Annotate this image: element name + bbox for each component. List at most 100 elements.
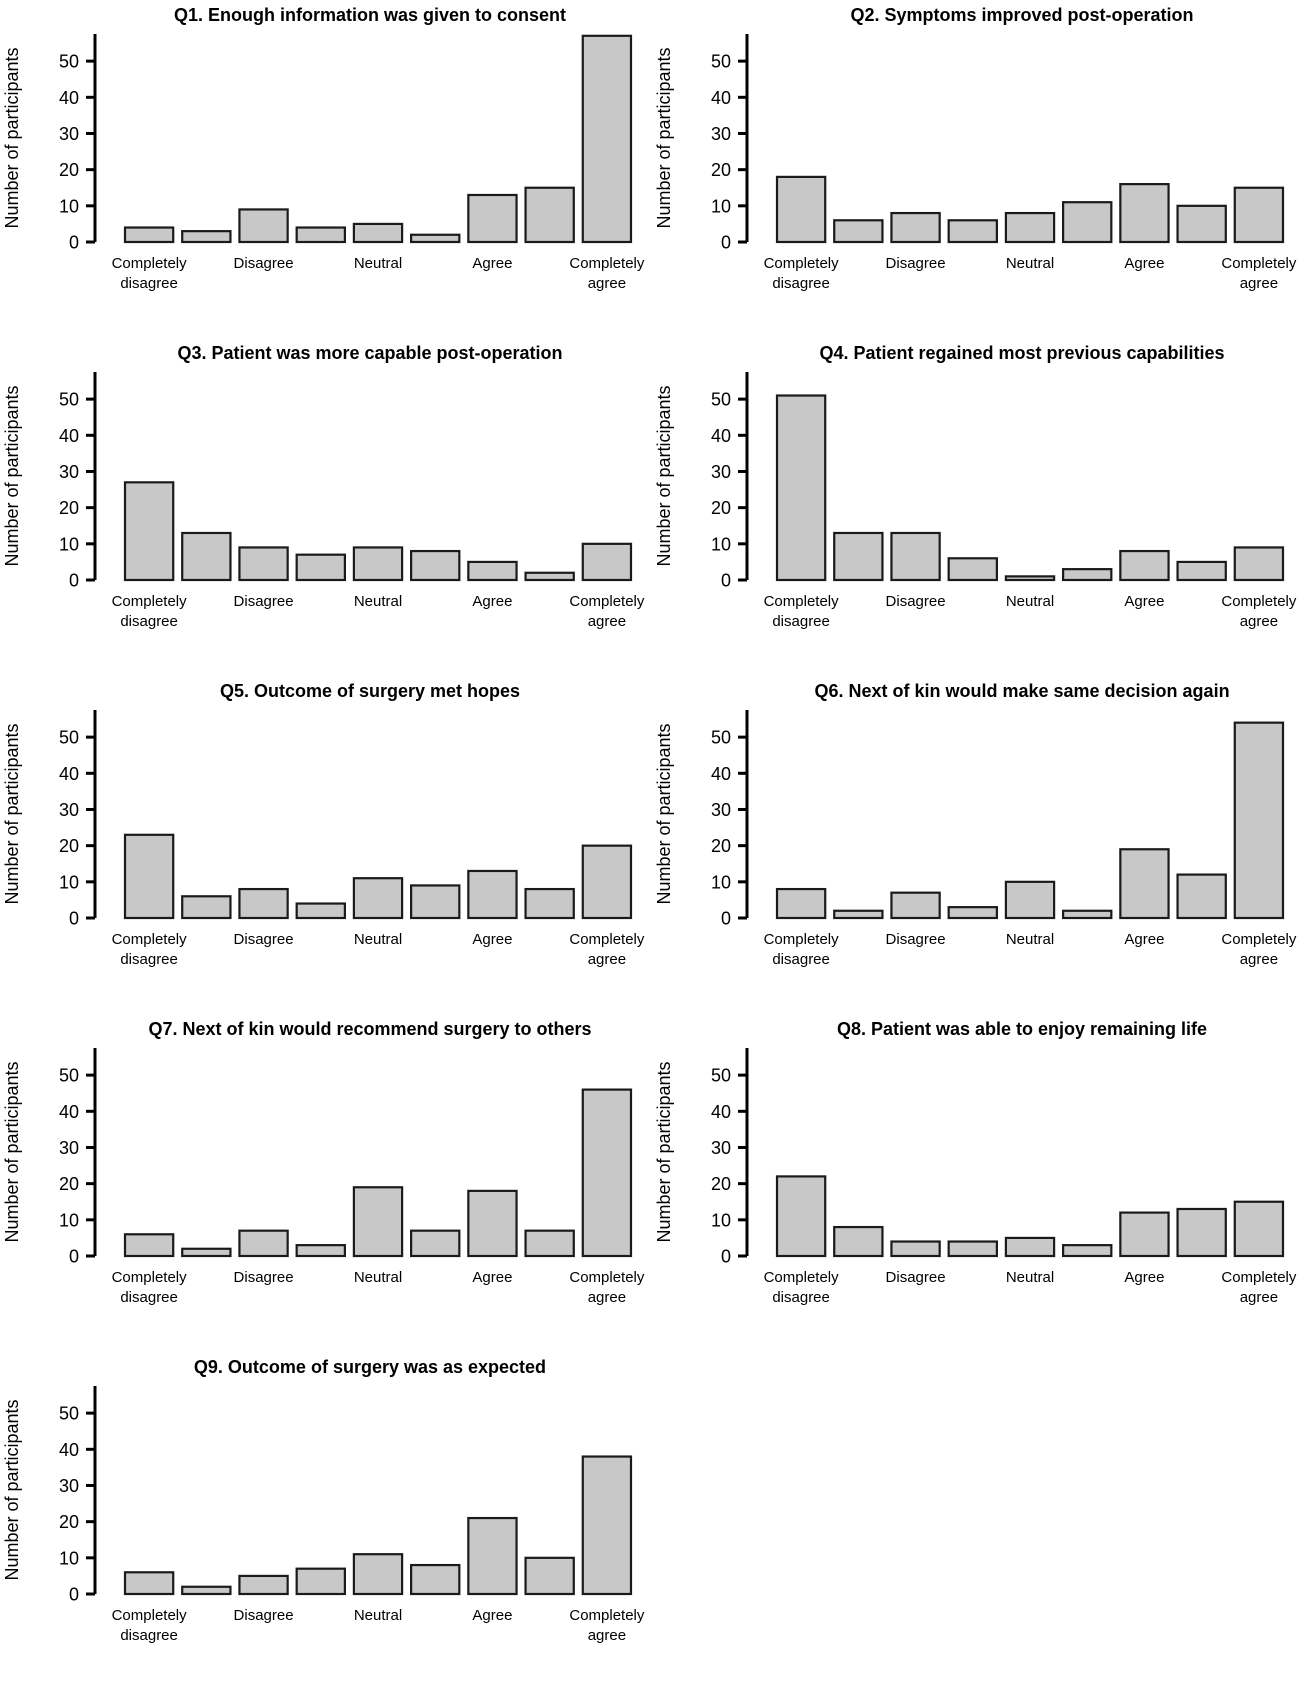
bar xyxy=(123,1233,175,1258)
y-tick-label: 0 xyxy=(69,233,79,253)
y-tick-label: 40 xyxy=(59,88,79,108)
y-tick-label: 0 xyxy=(69,909,79,929)
bar xyxy=(181,1247,232,1258)
bar xyxy=(833,219,884,244)
bar xyxy=(1119,1211,1170,1258)
y-tick-label: 30 xyxy=(59,124,79,144)
y-axis-label: Number of participants xyxy=(654,723,674,904)
bar xyxy=(775,175,827,244)
chart-title: Q3. Patient was more capable post-operat… xyxy=(177,343,562,363)
bar xyxy=(1233,1200,1285,1258)
y-tick-label: 20 xyxy=(59,836,79,856)
chart-title: Q2. Symptoms improved post-operation xyxy=(850,5,1193,25)
chart-q4: Q4. Patient regained most previous capab… xyxy=(652,338,1304,676)
x-category-label: Disagree xyxy=(234,593,294,610)
bar xyxy=(890,1240,941,1258)
x-category-label: Completely disagree xyxy=(764,1269,840,1306)
bar xyxy=(1062,909,1113,920)
chart-q9: Q9. Outcome of surgery was as expected Nu… xyxy=(0,1352,652,1690)
y-tick-label: 20 xyxy=(59,1512,79,1532)
x-category-label: Neutral xyxy=(354,1607,402,1624)
bar xyxy=(181,1585,232,1596)
bar xyxy=(775,1175,827,1258)
y-tick-label: 30 xyxy=(711,124,731,144)
bar xyxy=(833,531,884,582)
x-category-label: Neutral xyxy=(354,1269,402,1286)
y-tick-label: 10 xyxy=(711,872,731,892)
y-tick-label: 20 xyxy=(711,498,731,518)
bar xyxy=(581,1088,633,1258)
bar xyxy=(467,1189,518,1258)
x-category-label: Neutral xyxy=(1006,1269,1054,1286)
y-tick-label: 50 xyxy=(711,1066,731,1086)
x-category-label: Completely disagree xyxy=(112,1269,188,1306)
chart-q8-svg: Q8. Patient was able to enjoy remaining … xyxy=(654,1019,1297,1306)
y-tick-label: 40 xyxy=(59,426,79,446)
bar xyxy=(238,1574,289,1596)
bar xyxy=(581,34,633,244)
bar xyxy=(890,891,941,920)
bar xyxy=(1062,201,1113,244)
y-tick-label: 10 xyxy=(59,534,79,554)
bar xyxy=(1233,546,1285,582)
y-tick-label: 20 xyxy=(711,836,731,856)
x-category-label: Neutral xyxy=(1006,255,1054,272)
bar xyxy=(1119,183,1170,244)
y-tick-label: 30 xyxy=(59,1476,79,1496)
x-category-label: Agree xyxy=(472,255,512,272)
bar xyxy=(1176,1207,1227,1258)
bar xyxy=(123,226,175,244)
bar xyxy=(524,1229,575,1258)
chart-title: Q1. Enough information was given to cons… xyxy=(174,5,566,25)
bar xyxy=(410,233,461,244)
y-tick-label: 50 xyxy=(59,728,79,748)
y-tick-label: 0 xyxy=(721,1247,731,1267)
chart-q2-svg: Q2. Symptoms improved post-operation Numb… xyxy=(654,5,1297,292)
bar xyxy=(1004,1236,1056,1258)
y-tick-label: 40 xyxy=(711,88,731,108)
chart-q6-svg: Q6. Next of kin would make same decision… xyxy=(654,681,1297,968)
chart-q1: Q1. Enough information was given to cons… xyxy=(0,0,652,338)
chart-q2: Q2. Symptoms improved post-operation Numb… xyxy=(652,0,1304,338)
bar xyxy=(352,877,404,920)
chart-q3: Q3. Patient was more capable post-operat… xyxy=(0,338,652,676)
bar xyxy=(581,1455,633,1596)
x-category-label: Completely disagree xyxy=(764,931,840,968)
y-tick-label: 50 xyxy=(711,52,731,72)
y-tick-label: 0 xyxy=(69,1247,79,1267)
bar xyxy=(295,902,346,920)
x-category-label: Disagree xyxy=(886,593,946,610)
bar xyxy=(181,895,232,920)
chart-q3-svg: Q3. Patient was more capable post-operat… xyxy=(2,343,645,630)
chart-title: Q8. Patient was able to enjoy remaining … xyxy=(837,1019,1207,1039)
bar xyxy=(295,553,346,582)
bar xyxy=(524,571,575,582)
x-category-label: Neutral xyxy=(354,255,402,272)
bar xyxy=(581,844,633,920)
x-category-label: Disagree xyxy=(234,931,294,948)
y-tick-label: 0 xyxy=(69,571,79,591)
y-tick-label: 50 xyxy=(59,1066,79,1086)
y-tick-label: 50 xyxy=(59,52,79,72)
x-category-label: Disagree xyxy=(886,931,946,948)
y-tick-label: 40 xyxy=(59,764,79,784)
bar xyxy=(947,219,998,244)
bar xyxy=(352,1553,404,1596)
bar xyxy=(352,222,404,244)
bar xyxy=(1233,186,1285,244)
y-axis-label: Number of participants xyxy=(2,385,22,566)
x-category-label: Agree xyxy=(1124,593,1164,610)
y-tick-label: 10 xyxy=(59,1548,79,1568)
y-tick-label: 10 xyxy=(711,196,731,216)
y-tick-label: 40 xyxy=(711,426,731,446)
y-tick-label: 10 xyxy=(59,196,79,216)
x-category-label: Disagree xyxy=(234,1269,294,1286)
bar xyxy=(1004,211,1056,244)
bar xyxy=(295,1567,346,1596)
y-axis-label: Number of participants xyxy=(654,47,674,228)
x-category-label: Agree xyxy=(472,931,512,948)
y-tick-label: 40 xyxy=(711,1102,731,1122)
bar xyxy=(123,1571,175,1596)
